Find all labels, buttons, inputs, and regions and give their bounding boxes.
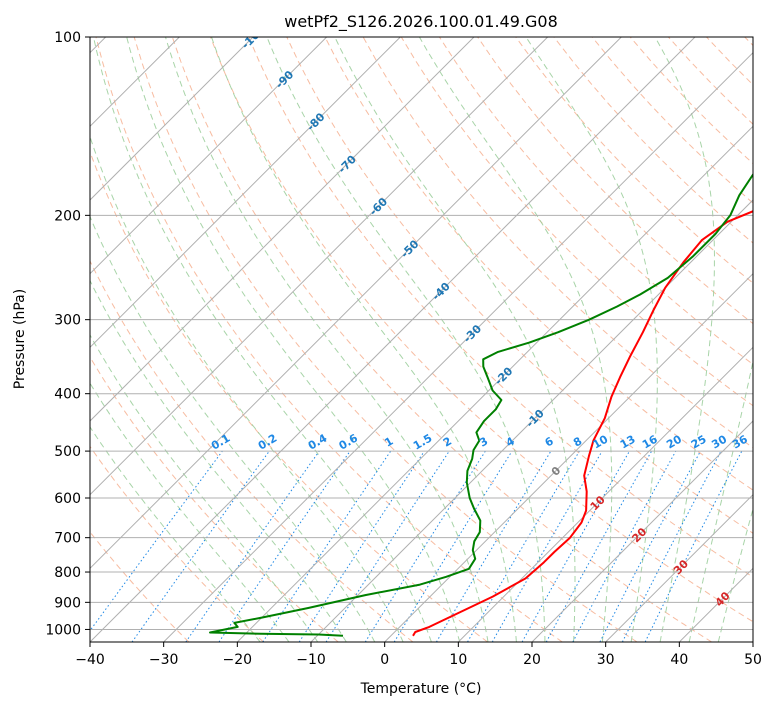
y-tick-label: 300 <box>54 313 81 329</box>
y-tick-label: 700 <box>54 531 81 547</box>
y-tick-label: 600 <box>54 491 81 507</box>
x-tick-label: 40 <box>670 652 688 668</box>
x-tick-label: 50 <box>744 652 762 668</box>
y-tick-label: 500 <box>54 444 81 460</box>
x-tick-label: 10 <box>449 652 467 668</box>
y-tick-label: 200 <box>54 208 81 224</box>
x-tick-label: 0 <box>380 652 389 668</box>
x-tick-label: −10 <box>296 652 326 668</box>
x-tick-label: −20 <box>223 652 253 668</box>
x-tick-label: 20 <box>523 652 541 668</box>
x-tick-label: −40 <box>75 652 105 668</box>
x-axis-title: Temperature (°C) <box>360 681 482 697</box>
x-tick-label: −30 <box>149 652 179 668</box>
chart-title: wetPf2_S126.2026.100.01.49.G08 <box>284 12 558 32</box>
y-tick-label: 900 <box>54 595 81 611</box>
y-tick-label: 400 <box>54 387 81 403</box>
y-axis-title: Pressure (hPa) <box>12 289 28 389</box>
y-tick-label: 1000 <box>45 622 81 638</box>
y-tick-label: 800 <box>54 565 81 581</box>
x-tick-label: 30 <box>597 652 615 668</box>
y-tick-label: 100 <box>54 30 81 46</box>
